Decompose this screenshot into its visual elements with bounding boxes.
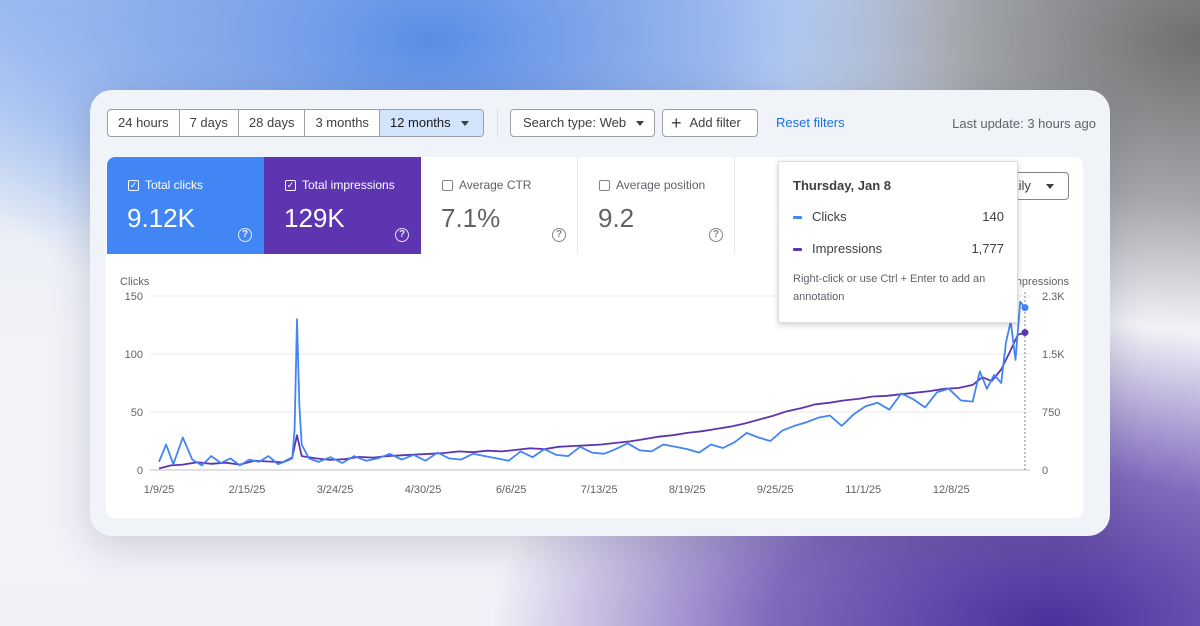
y-axis-title-left: Clicks	[120, 276, 150, 288]
add-filter-label: Add filter	[689, 115, 741, 130]
y-axis-title-right: Impressions	[1010, 276, 1070, 288]
tooltip-impressions-value: 1,777	[971, 241, 1004, 256]
tooltip-annotation-hint: Right-click or use Ctrl + Enter to add a…	[793, 273, 986, 303]
metric-label: Average position	[616, 178, 706, 192]
metric-value: 9.2	[598, 203, 635, 233]
y-tick-label-right: 1.5K	[1042, 349, 1065, 361]
checkbox-checked-icon[interactable]: ✓	[128, 179, 139, 191]
range-28-days[interactable]: 28 days	[239, 110, 306, 136]
hover-point-clicks	[1021, 304, 1029, 312]
help-icon[interactable]: ?	[395, 228, 409, 242]
y-tick-label-left: 0	[137, 465, 143, 477]
metric-label: Total clicks	[145, 178, 204, 192]
y-tick-label-left: 150	[125, 291, 143, 303]
reset-filters-link[interactable]: Reset filters	[776, 115, 845, 130]
metric-average-position[interactable]: Average position 9.2 ?	[578, 157, 735, 254]
x-tick-label: 7/13/25	[581, 484, 618, 496]
range-7-days[interactable]: 7 days	[180, 110, 239, 136]
metric-value: 7.1%	[441, 203, 501, 233]
series-line-clicks	[158, 300, 1026, 467]
y-tick-label-left: 50	[131, 407, 143, 419]
clicks-legend-icon	[793, 216, 802, 220]
chevron-down-icon	[1046, 184, 1054, 189]
chevron-down-icon	[636, 121, 645, 127]
y-tick-label-right: 750	[1042, 407, 1060, 419]
metric-value: 9.12K	[127, 203, 195, 233]
metric-value: 129K	[284, 203, 345, 233]
x-tick-label: 9/25/25	[757, 484, 794, 496]
checkbox-checked-icon[interactable]: ✓	[285, 179, 296, 191]
x-tick-label: 4/30/25	[405, 484, 442, 496]
y-tick-label-right: 0	[1042, 465, 1048, 477]
tooltip-impressions-row: Impressions 1,777	[793, 241, 1004, 256]
range-3-months[interactable]: 3 months	[305, 110, 380, 136]
impressions-legend-icon	[793, 248, 802, 252]
chevron-down-icon	[460, 121, 469, 127]
x-tick-label: 6/6/25	[496, 484, 527, 496]
x-tick-label: 1/9/25	[144, 484, 175, 496]
x-tick-label: 2/15/25	[229, 484, 266, 496]
chart-tooltip: Thursday, Jan 8 Clicks 140 Impressions 1…	[778, 161, 1018, 323]
metric-average-ctr[interactable]: Average CTR 7.1% ?	[421, 157, 578, 254]
plus-icon: +	[671, 113, 682, 133]
help-icon[interactable]: ?	[709, 228, 723, 242]
x-tick-label: 12/8/25	[933, 484, 970, 496]
x-tick-label: 3/24/25	[317, 484, 354, 496]
tooltip-impressions-label: Impressions	[812, 241, 883, 256]
date-range-selector: 24 hours 7 days 28 days 3 months 12 mont…	[107, 109, 484, 137]
y-tick-label-left: 100	[125, 349, 143, 361]
toolbar-divider	[497, 109, 498, 137]
search-type-dropdown[interactable]: Search type: Web	[510, 109, 655, 137]
tooltip-date: Thursday, Jan 8	[793, 178, 892, 193]
range-24-hours[interactable]: 24 hours	[108, 110, 180, 136]
hover-point-impressions	[1021, 329, 1029, 337]
tooltip-clicks-row: Clicks 140	[793, 209, 1004, 224]
last-update-text: Last update: 3 hours ago	[952, 116, 1096, 131]
metric-total-impressions[interactable]: ✓ Total impressions 129K ?	[264, 157, 421, 254]
x-tick-label: 8/19/25	[669, 484, 706, 496]
help-icon[interactable]: ?	[552, 228, 566, 242]
help-icon[interactable]: ?	[238, 228, 252, 242]
search-type-label: Search type: Web	[523, 115, 627, 130]
range-12-months-label: 12 months	[389, 115, 451, 130]
x-tick-label: 11/1/25	[845, 484, 881, 496]
tooltip-clicks-value: 140	[982, 209, 1004, 224]
range-12-months[interactable]: 12 months	[379, 110, 483, 136]
y-tick-label-right: 2.3K	[1042, 291, 1065, 303]
checkbox-icon[interactable]	[442, 179, 453, 191]
tooltip-clicks-label: Clicks	[812, 209, 847, 224]
checkbox-icon[interactable]	[599, 179, 610, 191]
metric-label: Average CTR	[459, 178, 532, 192]
metric-label: Total impressions	[302, 178, 395, 192]
add-filter-button[interactable]: + Add filter	[662, 109, 758, 137]
metric-total-clicks[interactable]: ✓ Total clicks 9.12K ?	[107, 157, 264, 254]
